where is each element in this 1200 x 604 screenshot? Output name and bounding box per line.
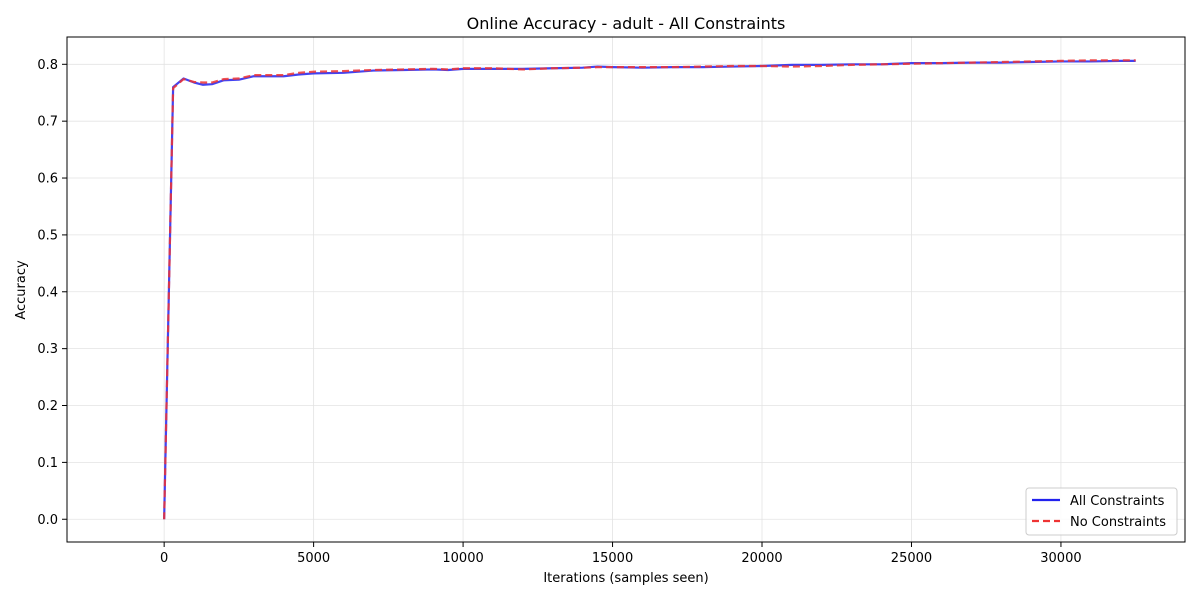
axis-ticks: 0 5000 10000 15000 20000 25000 30000 0.0 0.1 0.2 0… [37, 58, 1081, 566]
chart-title: Online Accuracy - adult - All Constraint… [467, 14, 786, 33]
y-tick-label: 0.2 [37, 399, 58, 414]
y-tick-label: 0.0 [37, 513, 58, 528]
plot-area-frame [66, 36, 1186, 543]
x-tick-label: 30000 [1040, 551, 1081, 566]
y-tick-label: 0.4 [37, 285, 58, 300]
x-tick-label: 20000 [741, 551, 782, 566]
x-tick-label: 0 [160, 551, 168, 566]
y-tick-label: 0.7 [37, 115, 58, 130]
x-tick-label: 10000 [442, 551, 483, 566]
legend-label-all-constraints: All Constraints [1070, 494, 1165, 509]
y-tick-label: 0.8 [37, 58, 58, 73]
y-tick-label: 0.1 [37, 456, 58, 471]
x-tick-label: 25000 [891, 551, 932, 566]
x-tick-label: 15000 [592, 551, 633, 566]
legend-box [1025, 487, 1178, 536]
y-tick-label: 0.5 [37, 228, 58, 243]
grid [67, 37, 1185, 542]
y-tick-label: 0.3 [37, 342, 58, 357]
legend: All Constraints No Constraints [1025, 487, 1178, 536]
y-axis-label: Accuracy [14, 260, 29, 320]
x-axis-label: Iterations (samples seen) [543, 571, 708, 586]
x-tick-label: 5000 [297, 551, 330, 566]
legend-label-no-constraints: No Constraints [1070, 515, 1166, 530]
y-tick-label: 0.6 [37, 172, 58, 187]
series-line-no-constraints [163, 59, 1136, 520]
series-lines [163, 59, 1136, 520]
